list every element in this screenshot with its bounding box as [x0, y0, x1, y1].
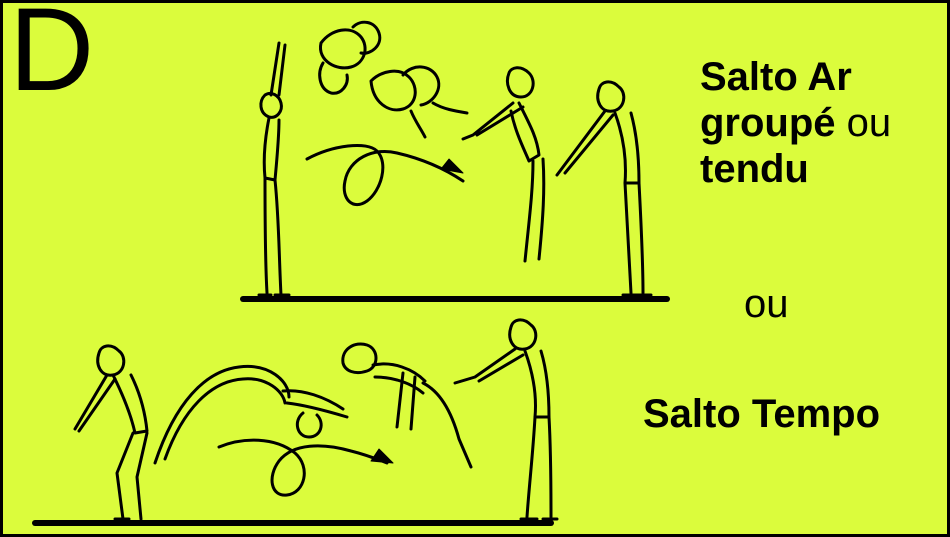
- separator-ou: ou: [744, 282, 789, 326]
- panel-letter: D: [9, 0, 95, 116]
- gymnast-layout-airborne: [153, 364, 349, 465]
- caption-line-3: tendu: [700, 147, 809, 191]
- caption-line-1: Salto Ar: [700, 55, 852, 99]
- caption-salto-ar: Salto Ar groupé ou tendu: [700, 54, 891, 192]
- caption-line-2-bold: groupé: [700, 101, 836, 145]
- coach-figure: [555, 80, 653, 297]
- top-rotation-arrow-icon: [305, 144, 465, 207]
- skill-illustration: [32, 20, 670, 526]
- gymnast-landing: [461, 66, 546, 263]
- caption-salto-tempo: Salto Tempo: [643, 391, 880, 437]
- gymnast-preparation: [73, 344, 149, 521]
- bottom-coach-figure: [453, 318, 559, 521]
- bottom-sequence-illustration: [32, 318, 559, 526]
- bottom-rotation-arrow-icon: [217, 438, 394, 497]
- gymnast-arms-up: [257, 41, 291, 297]
- top-sequence-illustration: [240, 20, 670, 302]
- gymnast-bottom-landing: [341, 342, 473, 469]
- gymnast-tuck-airborne: [318, 20, 469, 139]
- caption-salto-tempo-text: Salto Tempo: [643, 392, 881, 436]
- caption-line-2-normal: ou: [835, 101, 892, 145]
